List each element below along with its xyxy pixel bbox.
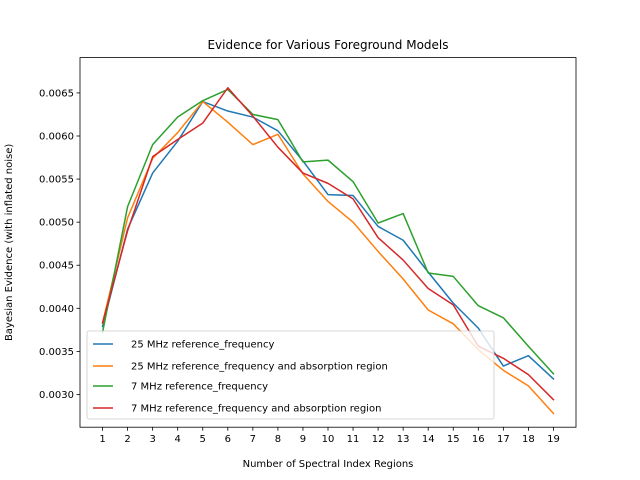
x-tick-label: 2	[124, 434, 130, 445]
x-tick-label: 7	[250, 434, 256, 445]
x-tick-label: 11	[347, 434, 360, 445]
x-axis-ticks: 1 2 3 4 5 6 7 8 9 10 11 12 13 14 15 16 17 18 19	[99, 427, 560, 445]
legend-label-7mhz: 7 MHz reference_frequency	[131, 382, 268, 393]
y-tick-label: 0.0030	[39, 390, 74, 401]
chart-title: Evidence for Various Foreground Models	[207, 38, 448, 52]
y-axis-label: Bayesian Evidence (with inflated noise)	[4, 144, 15, 341]
y-tick-label: 0.0060	[39, 132, 74, 143]
x-tick-label: 8	[275, 434, 281, 445]
x-tick-label: 13	[397, 434, 410, 445]
y-tick-label: 0.0040	[39, 304, 74, 315]
x-tick-label: 1	[99, 434, 105, 445]
y-axis-ticks: 0.0030 0.0035 0.0040 0.0045 0.0050 0.0055 0.00…	[39, 88, 80, 401]
x-tick-label: 19	[547, 434, 560, 445]
x-tick-label: 16	[472, 434, 485, 445]
x-tick-label: 12	[372, 434, 385, 445]
legend-label-25mhz: 25 MHz reference_frequency	[131, 340, 274, 351]
legend-label-25mhz-absorption: 25 MHz reference_frequency and absorptio…	[131, 362, 388, 373]
x-tick-label: 10	[322, 434, 335, 445]
legend-box	[86, 330, 495, 420]
series-line-25mhz	[101, 100, 555, 381]
x-tick-label: 15	[447, 434, 460, 445]
y-tick-label: 0.0050	[39, 218, 74, 229]
x-tick-label: 3	[149, 434, 155, 445]
legend-label-7mhz-absorption: 7 MHz reference_frequency and absorption…	[131, 404, 381, 415]
x-axis-label: Number of Spectral Index Regions	[243, 459, 414, 470]
legend: 25 MHz reference_frequency 25 MHz refere…	[86, 330, 495, 420]
y-tick-label: 0.0045	[39, 261, 74, 272]
x-tick-label: 17	[497, 434, 510, 445]
x-tick-label: 5	[200, 434, 206, 445]
x-tick-label: 9	[300, 434, 306, 445]
y-tick-label: 0.0035	[39, 347, 74, 358]
x-tick-label: 4	[175, 434, 181, 445]
plot-frame	[79, 57, 577, 428]
x-tick-label: 18	[522, 434, 535, 445]
x-tick-label: 6	[225, 434, 231, 445]
y-tick-label: 0.0055	[39, 175, 74, 186]
series-line-7mhz	[101, 88, 555, 375]
x-tick-label: 14	[422, 434, 435, 445]
y-tick-label: 0.0065	[39, 88, 74, 99]
